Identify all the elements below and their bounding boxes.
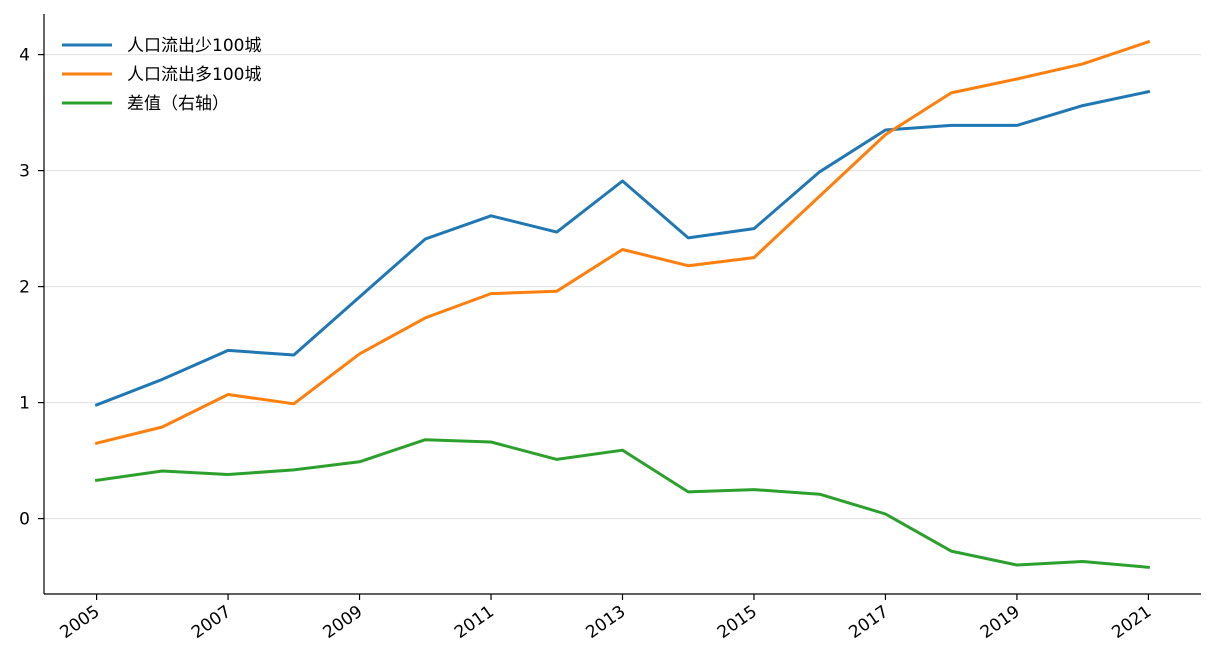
y-tick-label: 4 [19, 46, 30, 66]
x-tick-label: 2017 [845, 602, 892, 643]
legend-label-1: 人口流出多100城 [127, 65, 261, 85]
x-tick-label: 2009 [320, 602, 367, 643]
gridlines [44, 54, 1201, 520]
y-tick-label: 3 [19, 162, 30, 182]
x-tick-label: 2007 [188, 602, 235, 643]
x-tick-label: 2015 [714, 602, 761, 643]
y-tick-label: 0 [19, 510, 30, 530]
x-tick-label: 2011 [451, 602, 498, 643]
x-tick-label: 2005 [57, 602, 104, 643]
series-lines [94, 39, 1151, 569]
x-tick-label: 2013 [582, 602, 629, 643]
series-line-2 [94, 438, 1151, 569]
y-tick-label: 1 [19, 394, 30, 414]
series-line-1 [94, 39, 1151, 446]
y-tick-label: 2 [19, 278, 30, 298]
x-tick-label: 2021 [1108, 602, 1155, 643]
legend-label-0: 人口流出少100城 [127, 36, 261, 56]
series-line-0 [94, 89, 1151, 407]
x-tick-label: 2019 [977, 602, 1024, 643]
x-ticks: 2005 2007 2009 2011 2013 2015 2017 2019 2021 [57, 594, 1155, 643]
legend-label-2: 差值（右轴） [127, 94, 229, 114]
y-ticks: 0 1 2 3 4 [19, 46, 44, 530]
